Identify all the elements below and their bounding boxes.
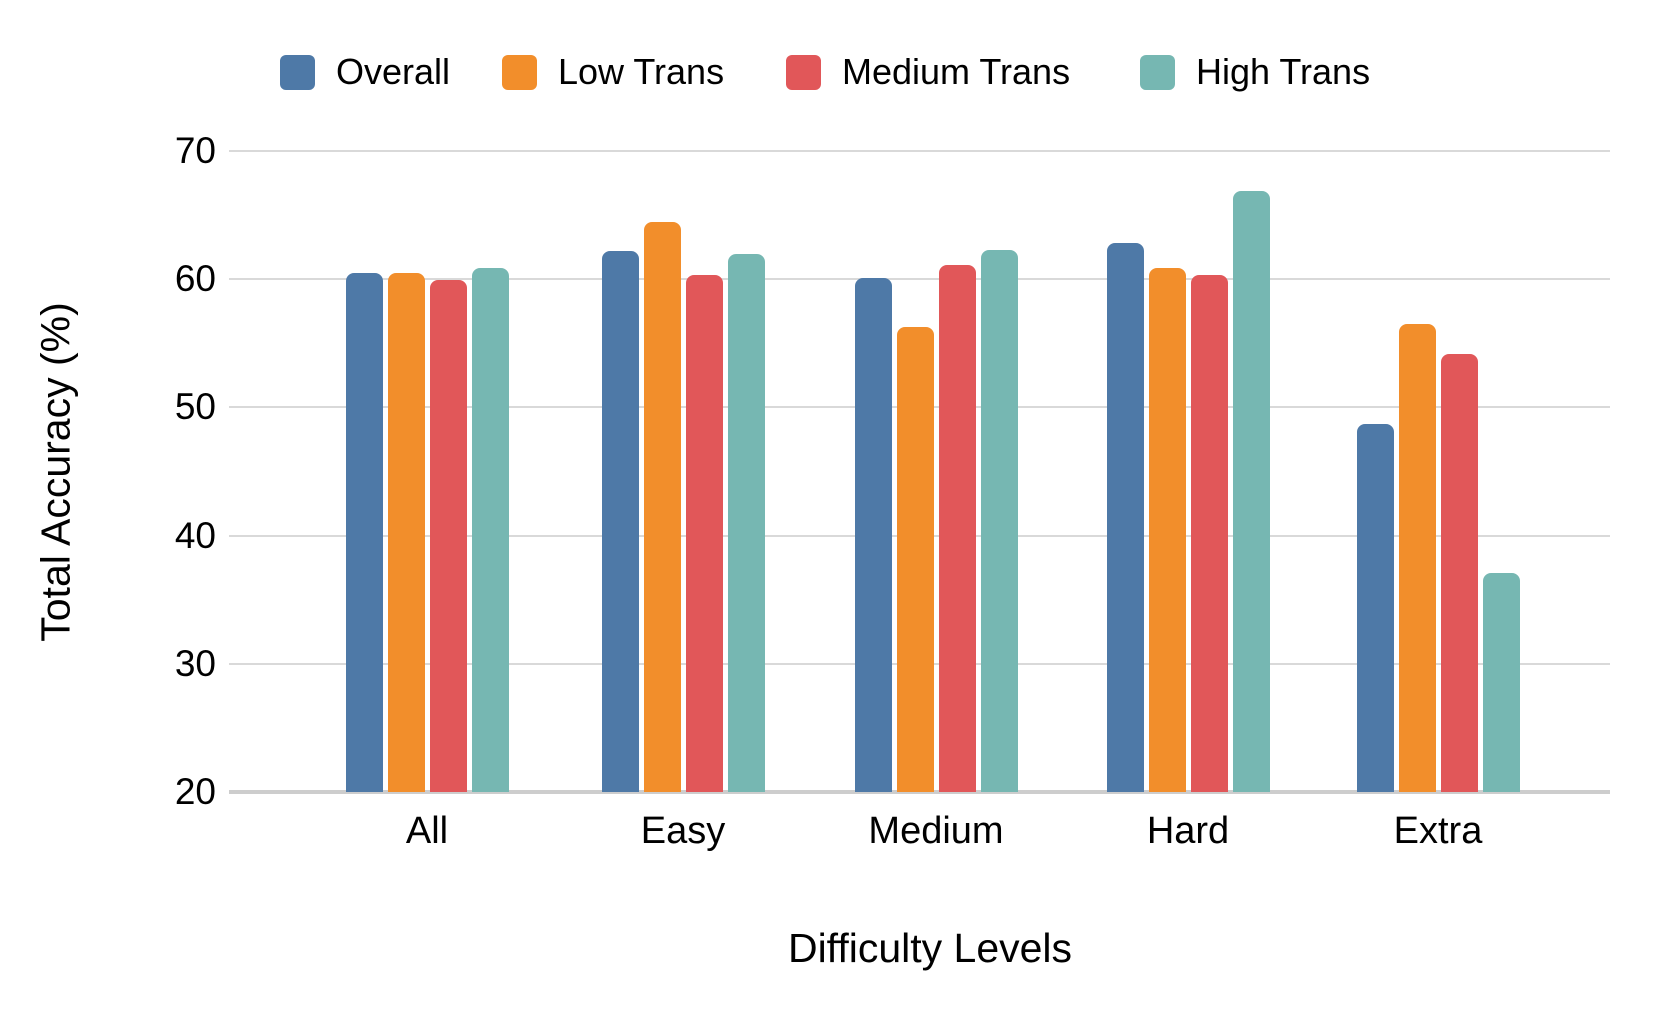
bar-overall-all — [345, 272, 383, 792]
bar-high-trans-easy — [727, 253, 765, 792]
bar-low-trans-hard — [1148, 267, 1186, 792]
x-tick-label-extra: Extra — [1393, 810, 1483, 852]
x-tick-label-medium: Medium — [868, 810, 1004, 852]
y-tick-label-40: 40 — [174, 514, 216, 556]
legend-label-overall: Overall — [336, 51, 451, 92]
bar-medium-trans-extra — [1440, 353, 1478, 792]
low-trans-swatch-icon — [502, 54, 537, 90]
legend-item-overall: Overall — [280, 51, 451, 92]
y-tick-label-50: 50 — [174, 386, 216, 428]
y-tick-label-70: 70 — [174, 130, 216, 171]
y-tick-label-20: 20 — [174, 771, 216, 812]
bar-high-trans-extra — [1482, 572, 1520, 792]
gridline-70 — [229, 150, 1610, 152]
y-tick-label-30: 30 — [174, 642, 216, 684]
legend-label-low-trans: Low Trans — [558, 51, 725, 92]
x-tick-label-easy: Easy — [640, 810, 726, 852]
legend-item-low-trans: Low Trans — [502, 51, 725, 92]
legend-item-high-trans: High Trans — [1140, 51, 1371, 92]
bar-medium-trans-easy — [685, 275, 723, 792]
x-axis-line — [229, 790, 1610, 794]
bar-high-trans-all — [471, 267, 509, 792]
gridline-60 — [229, 278, 1610, 281]
bar-low-trans-all — [387, 272, 425, 792]
y-tick-label-60: 60 — [174, 258, 216, 300]
bar-high-trans-medium — [980, 249, 1018, 792]
y-axis-title: Total Accuracy (%) — [32, 302, 79, 642]
legend-item-medium-trans: Medium Trans — [786, 51, 1071, 92]
legend-label-medium-trans: Medium Trans — [842, 51, 1071, 92]
high-trans-swatch-icon — [1140, 54, 1175, 90]
bar-medium-trans-medium — [938, 265, 976, 792]
bar-medium-trans-all — [429, 280, 467, 792]
bar-overall-extra — [1356, 424, 1394, 792]
medium-trans-swatch-icon — [786, 54, 821, 90]
x-tick-label-hard: Hard — [1146, 810, 1230, 852]
legend-label-high-trans: High Trans — [1196, 51, 1371, 92]
bar-overall-hard — [1106, 243, 1144, 792]
bar-high-trans-hard — [1232, 190, 1270, 792]
x-tick-label-all: All — [405, 810, 449, 852]
bar-overall-easy — [601, 250, 639, 792]
bar-low-trans-extra — [1398, 324, 1436, 792]
bar-overall-medium — [854, 277, 892, 792]
bar-medium-trans-hard — [1190, 275, 1228, 792]
overall-swatch-icon — [280, 54, 315, 90]
bar-low-trans-medium — [896, 326, 934, 792]
x-axis-title: Difficulty Levels — [787, 925, 1073, 971]
bar-low-trans-easy — [643, 221, 681, 792]
